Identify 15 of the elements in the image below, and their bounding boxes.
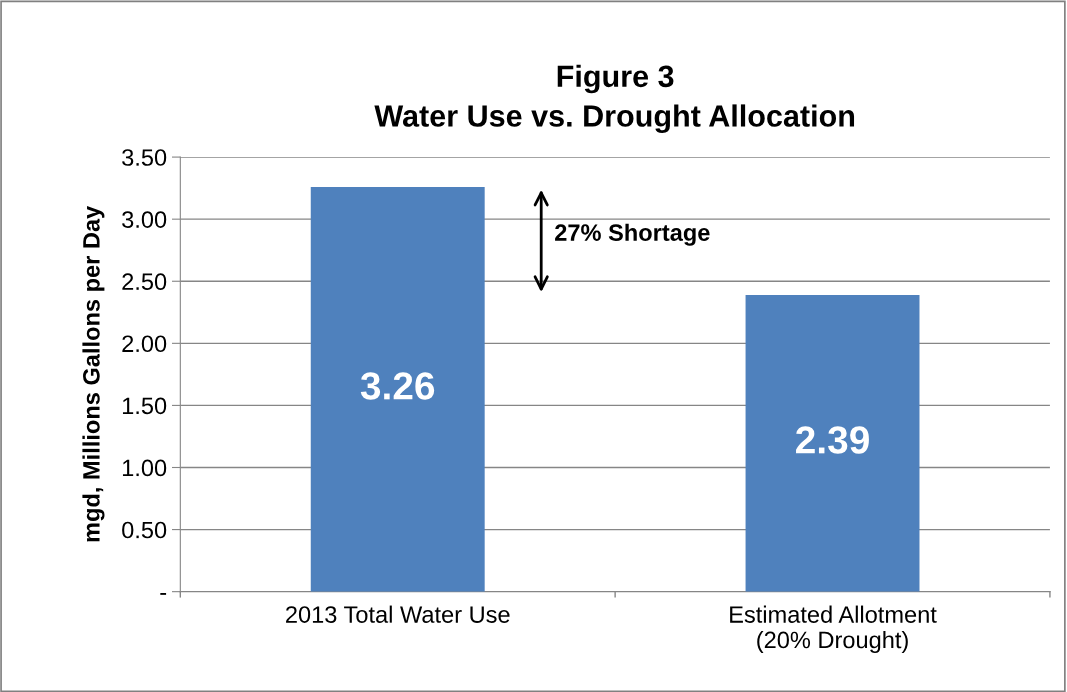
- y-tick-label: 2.50: [122, 273, 167, 291]
- data-label: 3.26: [360, 372, 435, 400]
- data-label: 2.39: [796, 426, 869, 454]
- y-tick-label: 2.00: [122, 335, 167, 353]
- x-tick-label: Estimated Allotment (20% Drought): [730, 605, 937, 653]
- y-tick-label: 1.50: [122, 397, 167, 415]
- annotation: 27% Shortage: [555, 223, 710, 246]
- y-tick-label: 1.00: [122, 459, 167, 477]
- y-tick-label: -: [160, 593, 167, 595]
- y-axis-title: mgd, Millions Gallons per Day: [82, 205, 105, 542]
- chart-title: Figure 3 Water Use vs. Drought Allocation: [374, 64, 855, 133]
- y-tick-label: 0.50: [122, 521, 167, 539]
- y-tick-label: 3.50: [122, 149, 167, 166]
- x-tick-label: 2013 Total Water Use: [286, 605, 510, 623]
- y-tick-label: 3.00: [122, 211, 167, 228]
